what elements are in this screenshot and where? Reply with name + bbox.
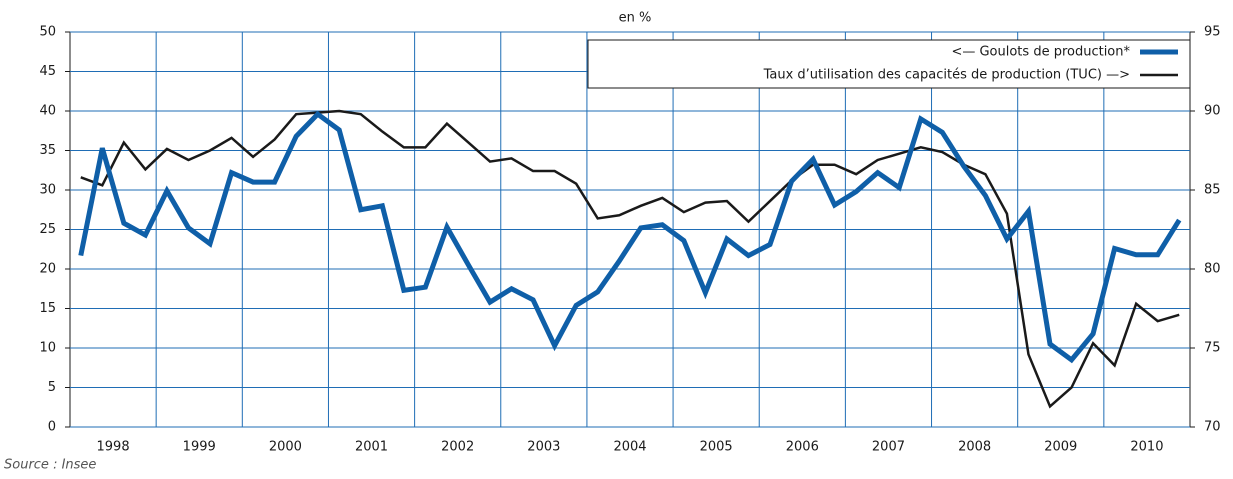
y-tick-label: 5 — [48, 380, 56, 395]
y-tick-label: 25 — [39, 222, 56, 237]
series-line — [80, 109, 1180, 409]
legend-label: <— Goulots de production* — [951, 45, 1130, 60]
x-tick-label: 2003 — [527, 440, 560, 455]
x-tick-label: 2007 — [872, 440, 905, 455]
x-tick-label: 2008 — [958, 440, 991, 455]
y2-tick-label: 80 — [1204, 262, 1221, 277]
x-tick-label: 2004 — [613, 440, 646, 455]
y2-tick-label: 70 — [1204, 420, 1221, 435]
x-tick-label: 2001 — [355, 440, 388, 455]
y-tick-label: 45 — [39, 64, 56, 79]
y-tick-label: 40 — [39, 104, 56, 119]
y-tick-label: 35 — [39, 143, 56, 158]
y-tick-label: 20 — [39, 262, 56, 277]
y-tick-label: 50 — [39, 25, 56, 40]
series-line — [78, 110, 1182, 364]
y2-tick-label: 75 — [1204, 341, 1221, 356]
x-tick-label: 2005 — [700, 440, 733, 455]
y-tick-label: 15 — [39, 301, 56, 316]
x-tick-label: 1999 — [183, 440, 216, 455]
y2-tick-label: 85 — [1204, 183, 1221, 198]
x-tick-label: 2006 — [786, 440, 819, 455]
x-tick-label: 2009 — [1044, 440, 1077, 455]
y2-tick-label: 90 — [1204, 104, 1221, 119]
y2-tick-label: 95 — [1204, 25, 1221, 40]
x-tick-label: 2002 — [441, 440, 474, 455]
x-tick-label: 1998 — [97, 440, 130, 455]
y-tick-label: 30 — [39, 183, 56, 198]
x-tick-label: 2010 — [1130, 440, 1163, 455]
legend-label: Taux d’utilisation des capacités de prod… — [763, 68, 1130, 83]
y-tick-label: 10 — [39, 341, 56, 356]
y-tick-label: 0 — [48, 420, 56, 435]
legend-box — [587, 39, 1191, 89]
subtitle: en % — [619, 11, 652, 26]
source: Source : Insee — [4, 458, 96, 473]
x-tick-label: 2000 — [269, 440, 302, 455]
